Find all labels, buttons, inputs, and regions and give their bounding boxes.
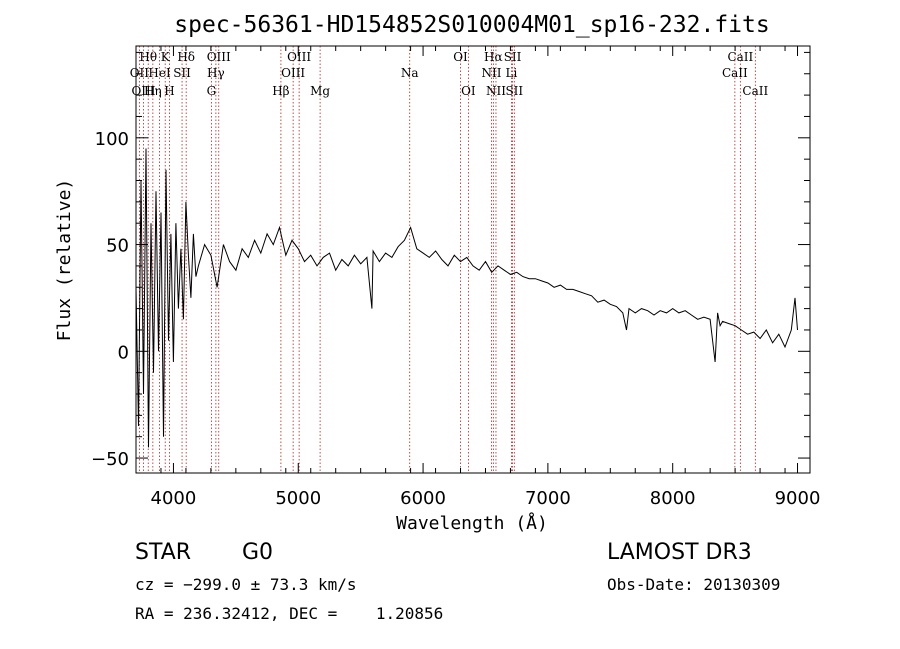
spectral-line-label: Hδ: [177, 50, 195, 64]
spectral-line-label: CaII: [742, 84, 768, 98]
obs-date: Obs-Date: 20130309: [607, 575, 781, 594]
redshift-readout: cz = −299.0 ± 73.3 km/s: [135, 575, 357, 594]
chart-title: spec-56361-HD154852S010004M01_sp16-232.f…: [174, 12, 769, 38]
spectral-line-label: SII: [505, 84, 523, 98]
y-tick-label: 50: [106, 236, 129, 257]
spectral-line-label: Hβ: [272, 84, 289, 98]
spectral-line-label: Hθ: [139, 50, 157, 64]
spectrum-line: [135, 148, 798, 448]
spectral-line-label: Na: [401, 66, 419, 80]
spectral-line-label: HeI: [148, 66, 171, 80]
plot-frame: [135, 45, 811, 474]
x-tick-label: 5000: [275, 488, 321, 509]
x-tick-label: 6000: [400, 488, 446, 509]
spectral-line-label: SII: [504, 50, 522, 64]
x-tick-label: 4000: [151, 488, 197, 509]
spectral-line-label: OIII: [281, 66, 305, 80]
spectral-line-label: Hα: [484, 50, 503, 64]
spectral-line-label: Hγ: [207, 66, 225, 80]
coordinates: RA = 236.32412, DEC = 1.20856: [135, 604, 444, 623]
spectral-line-label: NII: [481, 66, 501, 80]
spectral-line-label: H: [164, 84, 174, 98]
spectrum-chart: spec-56361-HD154852S010004M01_sp16-232.f…: [54, 12, 820, 534]
x-tick-label: 8000: [650, 488, 696, 509]
spectral-line-label: NII: [486, 84, 506, 98]
axis-ticks: 4000 5000 6000 7000 8000 9000 −50 0 50 100: [91, 46, 820, 509]
x-axis-label: Wavelength (Å): [396, 512, 548, 534]
spectral-line-markers: [138, 46, 756, 473]
spectrum-series: [135, 148, 798, 448]
spectral-line-label: OI: [453, 50, 468, 64]
spectral-line-label: K: [161, 50, 171, 64]
spectral-line-label: OIII: [131, 84, 155, 98]
y-tick-label: 100: [95, 129, 129, 150]
x-tick-label: 7000: [525, 488, 571, 509]
spectral-line-label: Mg: [310, 84, 330, 98]
object-subclass: G0: [242, 540, 274, 565]
object-class: STAR: [135, 540, 192, 565]
spectral-line-label: OI: [461, 84, 476, 98]
spectral-line-label: SII: [173, 66, 191, 80]
x-tick-label: 9000: [775, 488, 821, 509]
spectral-line-label: G: [207, 84, 217, 98]
spectral-line-label: OIII: [207, 50, 231, 64]
spectral-line-label: OII: [130, 66, 150, 80]
spectral-line-label: CaII: [727, 50, 753, 64]
y-tick-label: 0: [118, 342, 129, 363]
spectral-line-label: Li: [506, 66, 518, 80]
spectral-line-label: CaII: [722, 66, 748, 80]
survey-name: LAMOST DR3: [607, 540, 752, 565]
spectral-line-label: Hη: [144, 84, 162, 98]
spectral-line-label: OIII: [287, 50, 311, 64]
y-axis-label: Flux (relative): [54, 179, 75, 342]
y-tick-label: −50: [91, 449, 129, 470]
